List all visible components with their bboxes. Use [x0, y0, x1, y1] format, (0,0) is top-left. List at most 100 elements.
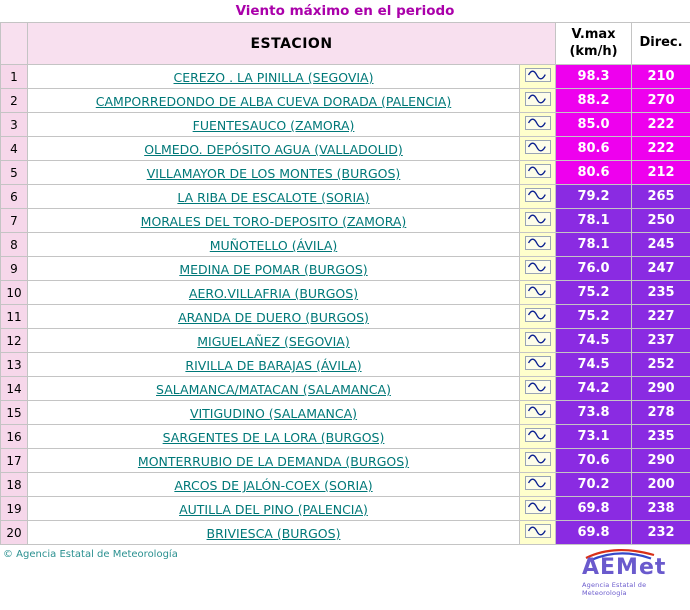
station-link[interactable]: BRIVIESCA (BURGOS) [206, 526, 341, 541]
graph-icon-link[interactable] [524, 284, 551, 298]
table-row: 12 MIGUELAÑEZ (SEGOVIA) 74.5 237 [0, 328, 690, 353]
icon-cell [518, 184, 557, 209]
station-link[interactable]: MIGUELAÑEZ (SEGOVIA) [197, 334, 350, 349]
station-link[interactable]: ARANDA DE DUERO (BURGOS) [178, 310, 369, 325]
graph-icon-link[interactable] [524, 68, 551, 82]
station-header: ESTACION [26, 22, 557, 65]
graph-icon-link[interactable] [524, 212, 551, 226]
graph-icon-link[interactable] [524, 428, 551, 442]
vmax-cell: 80.6 [555, 160, 633, 185]
vmax-cell: 73.1 [555, 424, 633, 449]
row-number: 5 [0, 160, 28, 185]
wave-icon [524, 164, 551, 178]
graph-icon-link[interactable] [524, 236, 551, 250]
graph-icon-link[interactable] [524, 404, 551, 418]
graph-icon-link[interactable] [524, 452, 551, 466]
direc-cell: 247 [631, 256, 690, 281]
icon-cell [518, 496, 557, 521]
wave-icon [524, 308, 551, 322]
vmax-header-line1: V.max [571, 27, 616, 43]
row-number: 1 [0, 64, 28, 89]
station-link[interactable]: FUENTESAUCO (ZAMORA) [192, 118, 355, 133]
graph-icon-link[interactable] [524, 260, 551, 274]
station-cell: MUÑOTELLO (ÁVILA) [27, 232, 520, 257]
station-cell: RIVILLA DE BARAJAS (ÁVILA) [27, 352, 520, 377]
table-row: 9 MEDINA DE POMAR (BURGOS) 76.0 247 [0, 256, 690, 281]
station-cell: VITIGUDINO (SALAMANCA) [27, 400, 520, 425]
table-row: 5 VILLAMAYOR DE LOS MONTES (BURGOS) 80.6 21… [0, 160, 690, 185]
station-cell: SARGENTES DE LA LORA (BURGOS) [27, 424, 520, 449]
wave-icon [524, 188, 551, 202]
row-number: 15 [0, 400, 28, 425]
aemet-logo: AEMet Agencia Estatal de Meteorología [582, 547, 682, 597]
icon-cell [518, 520, 557, 545]
station-link[interactable]: AUTILLA DEL PINO (PALENCIA) [179, 502, 368, 517]
graph-icon-link[interactable] [524, 116, 551, 130]
icon-cell [518, 376, 557, 401]
wave-icon [524, 284, 551, 298]
row-number: 10 [0, 280, 28, 305]
graph-icon-link[interactable] [524, 380, 551, 394]
station-link[interactable]: CAMPORREDONDO DE ALBA CUEVA DORADA (PALE… [95, 94, 452, 109]
station-link[interactable]: SARGENTES DE LA LORA (BURGOS) [162, 430, 385, 445]
wind-table: ESTACION V.max (km/h) Direc. 1 CEREZO . L… [0, 22, 690, 545]
table-row: 7 MORALES DEL TORO-DEPOSITO (ZAMORA) 78.1 2… [0, 208, 690, 233]
vmax-cell: 70.2 [555, 472, 633, 497]
graph-icon-link[interactable] [524, 332, 551, 346]
vmax-cell: 75.2 [555, 280, 633, 305]
graph-icon-link[interactable] [524, 524, 551, 538]
icon-cell [518, 64, 557, 89]
graph-icon-link[interactable] [524, 164, 551, 178]
direc-cell: 222 [631, 136, 690, 161]
row-number: 20 [0, 520, 28, 545]
station-cell: AERO.VILLAFRIA (BURGOS) [27, 280, 520, 305]
station-link[interactable]: MUÑOTELLO (ÁVILA) [209, 238, 338, 253]
direc-cell: 290 [631, 448, 690, 473]
station-cell: VILLAMAYOR DE LOS MONTES (BURGOS) [27, 160, 520, 185]
table-row: 1 CEREZO . LA PINILLA (SEGOVIA) 98.3 210 [0, 64, 690, 89]
station-link[interactable]: VILLAMAYOR DE LOS MONTES (BURGOS) [146, 166, 401, 181]
graph-icon-link[interactable] [524, 92, 551, 106]
station-link[interactable]: ARCOS DE JALÓN-COEX (SORIA) [174, 478, 373, 493]
station-cell: AUTILLA DEL PINO (PALENCIA) [27, 496, 520, 521]
table-row: 16 SARGENTES DE LA LORA (BURGOS) 73.1 235 [0, 424, 690, 449]
logo-text: AEMet [582, 555, 667, 580]
graph-icon-link[interactable] [524, 356, 551, 370]
station-cell: ARANDA DE DUERO (BURGOS) [27, 304, 520, 329]
station-link[interactable]: RIVILLA DE BARAJAS (ÁVILA) [185, 358, 362, 373]
graph-icon-link[interactable] [524, 308, 551, 322]
logo-swoosh-icon [585, 548, 655, 561]
graph-icon-link[interactable] [524, 188, 551, 202]
graph-icon-link[interactable] [524, 140, 551, 154]
vmax-cell: 69.8 [555, 496, 633, 521]
station-link[interactable]: LA RIBA DE ESCALOTE (SORIA) [177, 190, 370, 205]
station-link[interactable]: OLMEDO. DEPÓSITO AGUA (VALLADOLID) [144, 142, 403, 157]
page-footer: © Agencia Estatal de Meteorología AEMet … [0, 545, 690, 601]
row-number: 16 [0, 424, 28, 449]
station-cell: LA RIBA DE ESCALOTE (SORIA) [27, 184, 520, 209]
table-row: 3 FUENTESAUCO (ZAMORA) 85.0 222 [0, 112, 690, 137]
direc-cell: 265 [631, 184, 690, 209]
graph-icon-link[interactable] [524, 500, 551, 514]
graph-icon-link[interactable] [524, 476, 551, 490]
row-number: 3 [0, 112, 28, 137]
direc-cell: 222 [631, 112, 690, 137]
station-link[interactable]: MEDINA DE POMAR (BURGOS) [179, 262, 368, 277]
station-cell: OLMEDO. DEPÓSITO AGUA (VALLADOLID) [27, 136, 520, 161]
icon-cell [518, 256, 557, 281]
station-link[interactable]: CEREZO . LA PINILLA (SEGOVIA) [173, 70, 374, 85]
station-link[interactable]: SALAMANCA/MATACAN (SALAMANCA) [156, 382, 391, 397]
row-number: 4 [0, 136, 28, 161]
station-link[interactable]: AERO.VILLAFRIA (BURGOS) [188, 286, 359, 301]
direc-cell: 278 [631, 400, 690, 425]
vmax-cell: 78.1 [555, 208, 633, 233]
wave-icon [524, 92, 551, 106]
station-cell: CEREZO . LA PINILLA (SEGOVIA) [27, 64, 520, 89]
icon-cell [518, 88, 557, 113]
direc-cell: 212 [631, 160, 690, 185]
table-body: 1 CEREZO . LA PINILLA (SEGOVIA) 98.3 210 2 CA… [0, 64, 690, 545]
station-link[interactable]: MONTERRUBIO DE LA DEMANDA (BURGOS) [137, 454, 410, 469]
icon-cell [518, 472, 557, 497]
station-link[interactable]: MORALES DEL TORO-DEPOSITO (ZAMORA) [140, 214, 407, 229]
station-link[interactable]: VITIGUDINO (SALAMANCA) [189, 406, 358, 421]
